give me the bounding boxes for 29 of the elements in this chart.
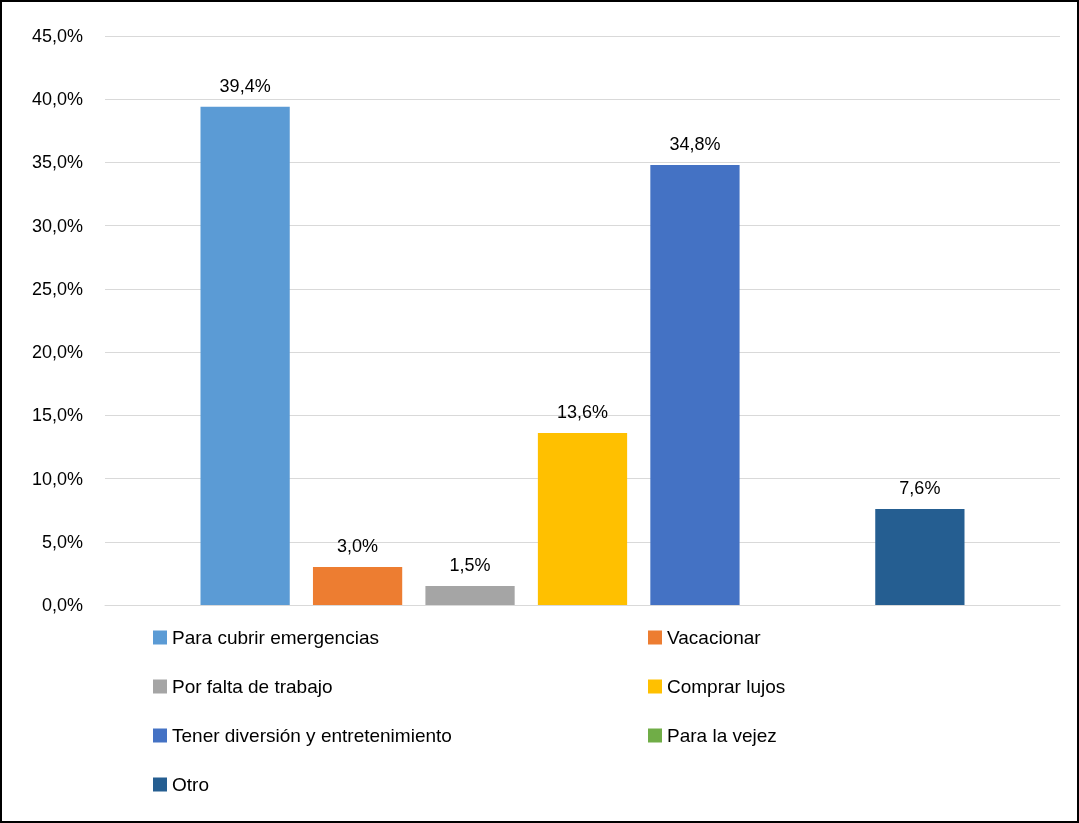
y-tick-label: 25,0% xyxy=(31,278,83,299)
bar xyxy=(875,508,965,605)
data-label: 39,4% xyxy=(219,75,271,96)
legend-label: Para la vejez xyxy=(667,725,777,746)
legend-label: Por falta de trabajo xyxy=(172,676,333,697)
bar xyxy=(537,433,628,605)
y-tick-label: 5,0% xyxy=(41,531,83,552)
y-tick-label: 35,0% xyxy=(31,152,83,173)
bar xyxy=(200,106,290,605)
y-tick-label: 45,0% xyxy=(31,26,83,46)
data-label: 7,6% xyxy=(899,477,941,498)
data-label: 1,5% xyxy=(449,555,491,576)
legend-label: Comprar lujos xyxy=(667,676,786,697)
y-tick-label: 30,0% xyxy=(31,215,83,236)
bar xyxy=(650,164,740,605)
bar xyxy=(425,586,515,605)
legend-label: Otro xyxy=(172,774,209,795)
data-label: 34,8% xyxy=(669,133,721,154)
y-tick-label: 10,0% xyxy=(31,468,83,489)
data-label: 3,0% xyxy=(337,536,379,557)
y-tick-label: 20,0% xyxy=(31,342,83,363)
legend-label: Para cubrir emergencias xyxy=(172,627,379,648)
legend-label: Vacacionar xyxy=(667,627,762,648)
y-tick-label: 0,0% xyxy=(41,595,83,615)
y-tick-label: 40,0% xyxy=(31,89,83,110)
data-label: 13,6% xyxy=(556,402,609,423)
y-tick-label: 15,0% xyxy=(31,405,83,426)
legend-label: Tener diversión y entretenimiento xyxy=(172,725,452,746)
bar xyxy=(312,567,403,605)
